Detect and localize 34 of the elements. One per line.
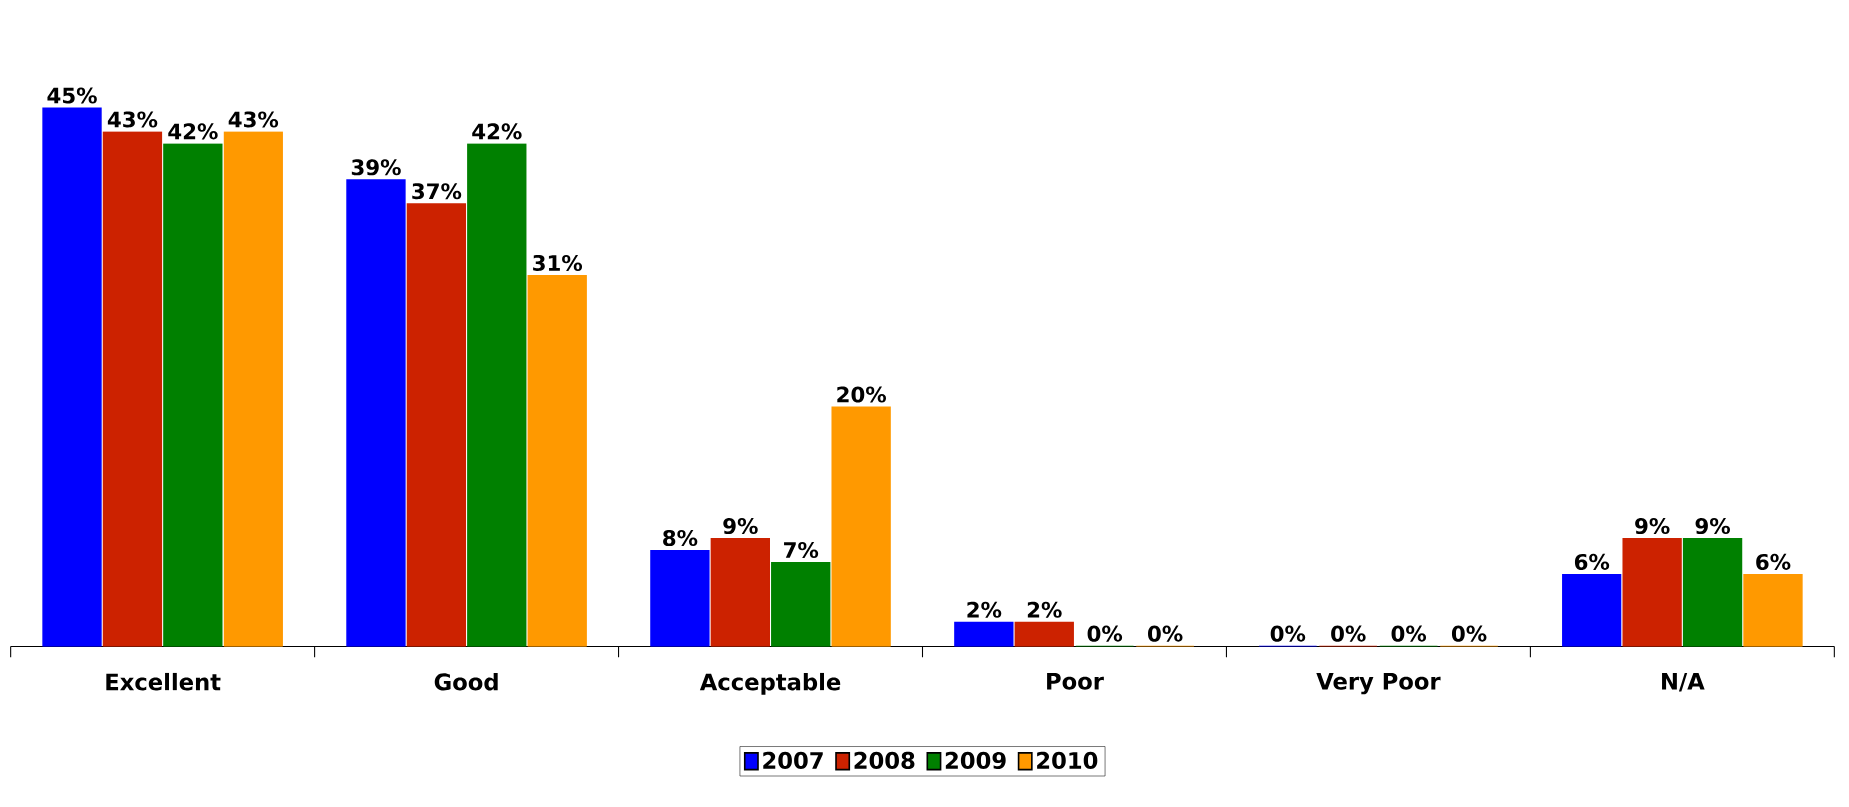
x-tick-label: Acceptable: [699, 673, 841, 696]
data-label: 0%: [1331, 625, 1366, 642]
data-label: 43%: [228, 111, 279, 128]
data-label: 45%: [47, 87, 97, 104]
data-label: 20%: [837, 386, 887, 403]
data-label: 42%: [472, 123, 522, 140]
data-label: 39%: [351, 159, 401, 176]
legend-label: 2010: [1037, 752, 1098, 770]
data-label: 7%: [784, 542, 819, 559]
x-tick-label: Very Poor: [1316, 673, 1441, 695]
data-label: 8%: [663, 530, 698, 547]
data-label: 43%: [107, 111, 158, 128]
legend-label: 2007: [763, 752, 823, 770]
data-label: 9%: [723, 518, 758, 535]
legend-label: 2008: [854, 752, 915, 770]
data-label: 9%: [1635, 518, 1670, 535]
data-label: 0%: [1148, 625, 1183, 642]
data-label: 0%: [1391, 625, 1427, 642]
data-label: 42%: [168, 123, 218, 140]
x-tick-label: Poor: [1047, 673, 1104, 691]
x-tick-label: Good: [434, 673, 498, 691]
x-tick-label: Excellent: [106, 673, 221, 691]
data-label: 2%: [967, 601, 1002, 619]
data-label: 6%: [1574, 554, 1610, 571]
data-label: 31%: [533, 255, 583, 272]
data-label: 9%: [1695, 518, 1730, 535]
data-label: 0%: [1270, 625, 1306, 642]
data-label: 6%: [1756, 554, 1791, 571]
data-label: 0%: [1451, 625, 1487, 642]
legend-label: 2009: [945, 752, 1006, 770]
data-label: 2%: [1027, 601, 1062, 619]
data-label: 37%: [412, 183, 462, 200]
data-label: 0%: [1087, 625, 1123, 642]
x-tick-label: N/A: [1662, 673, 1705, 692]
